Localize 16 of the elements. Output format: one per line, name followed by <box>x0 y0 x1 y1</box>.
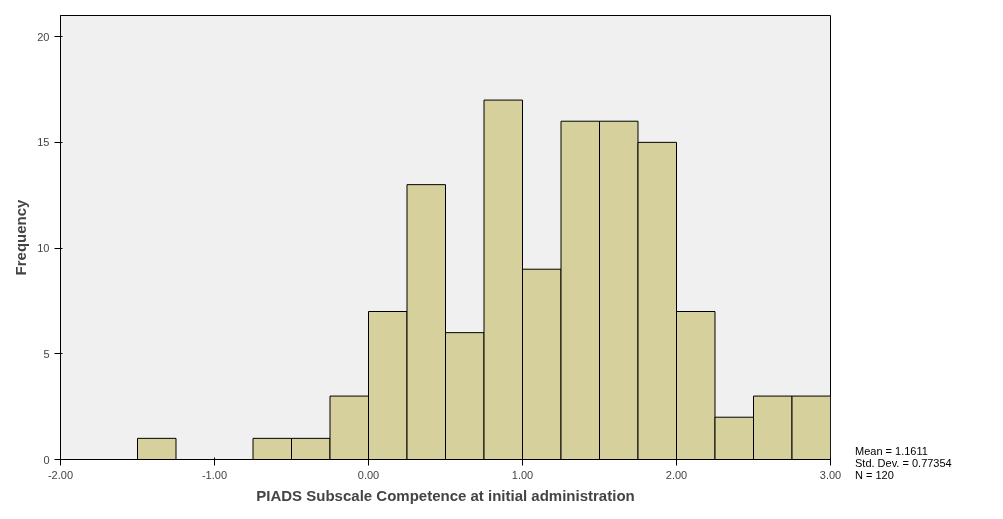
y-tick-label: 20 <box>37 30 50 43</box>
text: Std. Dev. = 0.77354 <box>855 457 952 469</box>
y-axis-title: Frequency <box>12 198 30 276</box>
text: Mean = 1.1611 <box>855 445 928 457</box>
x-tick-label: -2.00 <box>47 468 74 481</box>
y-tick-label: 15 <box>37 136 50 149</box>
x-tick-label: 2.00 <box>665 468 688 481</box>
x-tick-label: 0.00 <box>357 468 380 481</box>
text: N = 120 <box>855 469 894 481</box>
x-tick-label: 1.00 <box>511 468 534 481</box>
x-tick-label: 3.00 <box>819 468 842 481</box>
y-tick-label: 0 <box>43 453 50 466</box>
y-tick-label: 5 <box>43 347 50 360</box>
x-tick-label: -1.00 <box>201 468 228 481</box>
y-tick-label: 10 <box>37 242 50 255</box>
x-axis-title: PIADS Subscale Competence at initial administration <box>256 486 635 504</box>
